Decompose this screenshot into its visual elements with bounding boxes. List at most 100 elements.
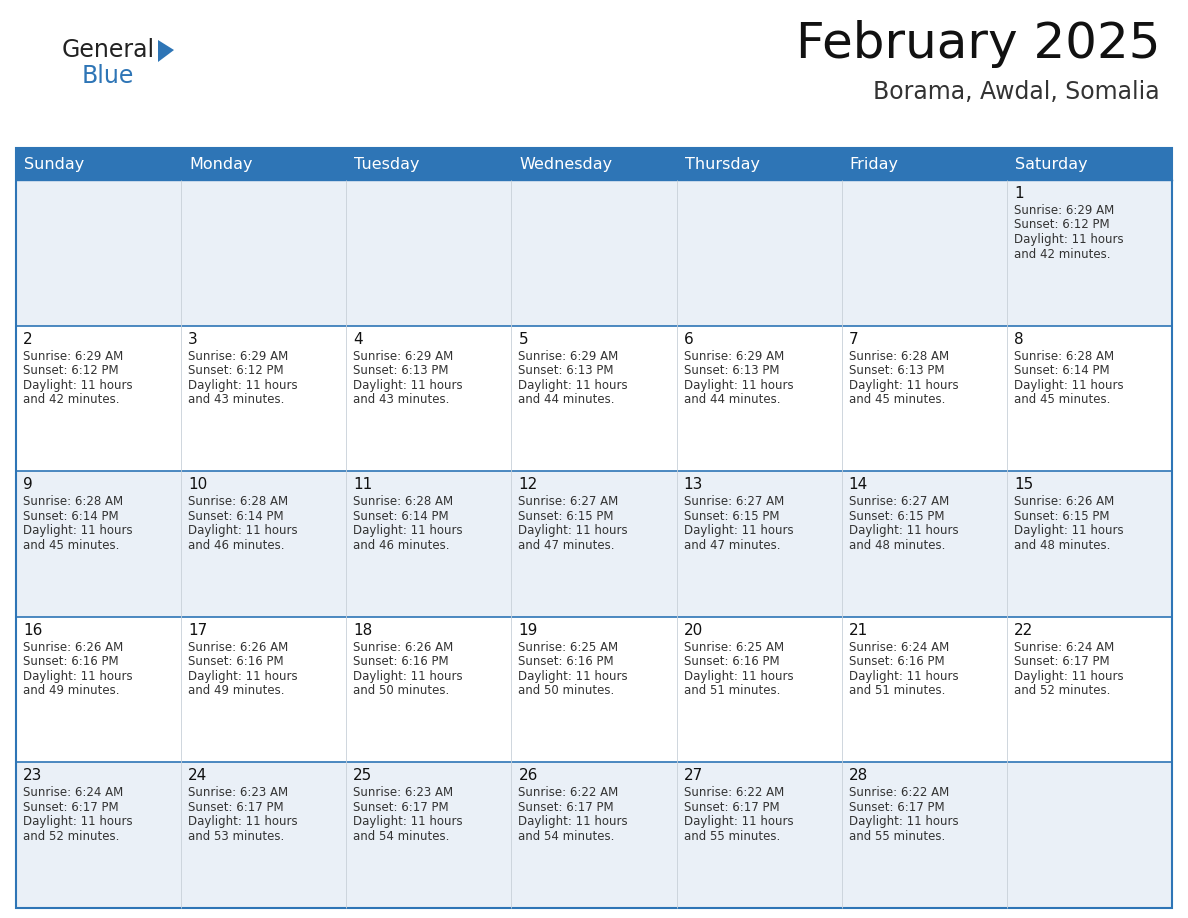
Bar	[346, 763, 511, 908]
Bar	[181, 471, 346, 617]
Text: Sunset: 6:15 PM: Sunset: 6:15 PM	[518, 509, 614, 522]
Text: and 47 minutes.: and 47 minutes.	[683, 539, 781, 552]
Text: Daylight: 11 hours: Daylight: 11 hours	[188, 524, 298, 537]
Text: Sunset: 6:17 PM: Sunset: 6:17 PM	[848, 800, 944, 814]
Text: Daylight: 11 hours: Daylight: 11 hours	[518, 815, 628, 828]
Text: 20: 20	[683, 622, 703, 638]
Text: Sunrise: 6:29 AM: Sunrise: 6:29 AM	[683, 350, 784, 363]
Text: Saturday: Saturday	[1015, 156, 1087, 172]
Text: and 44 minutes.: and 44 minutes.	[683, 393, 781, 406]
Bar	[842, 617, 1007, 763]
Text: Sunrise: 6:29 AM: Sunrise: 6:29 AM	[188, 350, 289, 363]
Text: Sunset: 6:15 PM: Sunset: 6:15 PM	[683, 509, 779, 522]
Text: Daylight: 11 hours: Daylight: 11 hours	[23, 378, 133, 392]
Bar	[346, 326, 511, 471]
Text: Daylight: 11 hours: Daylight: 11 hours	[518, 670, 628, 683]
Bar	[1007, 148, 1173, 180]
Text: Borama, Awdal, Somalia: Borama, Awdal, Somalia	[873, 80, 1159, 104]
Bar	[15, 763, 181, 908]
Text: 2: 2	[23, 331, 32, 347]
Text: Sunset: 6:12 PM: Sunset: 6:12 PM	[188, 364, 284, 377]
Text: General: General	[62, 38, 156, 62]
Text: 25: 25	[353, 768, 373, 783]
Text: and 42 minutes.: and 42 minutes.	[1013, 248, 1111, 261]
Text: and 45 minutes.: and 45 minutes.	[848, 393, 946, 406]
Text: and 46 minutes.: and 46 minutes.	[353, 539, 450, 552]
Bar	[15, 180, 181, 326]
Text: and 48 minutes.: and 48 minutes.	[1013, 539, 1111, 552]
Bar	[677, 326, 842, 471]
Bar	[511, 617, 677, 763]
Text: Sunrise: 6:28 AM: Sunrise: 6:28 AM	[23, 495, 124, 509]
Text: and 54 minutes.: and 54 minutes.	[518, 830, 615, 843]
Text: Sunset: 6:16 PM: Sunset: 6:16 PM	[188, 655, 284, 668]
Bar	[842, 180, 1007, 326]
Text: Sunset: 6:14 PM: Sunset: 6:14 PM	[188, 509, 284, 522]
Text: 14: 14	[848, 477, 868, 492]
Text: Daylight: 11 hours: Daylight: 11 hours	[188, 670, 298, 683]
Bar	[842, 471, 1007, 617]
Bar	[1007, 326, 1173, 471]
Bar	[346, 471, 511, 617]
Text: Monday: Monday	[189, 156, 253, 172]
Bar	[677, 617, 842, 763]
Bar	[677, 763, 842, 908]
Text: Sunrise: 6:28 AM: Sunrise: 6:28 AM	[353, 495, 454, 509]
Bar	[15, 148, 181, 180]
Text: Daylight: 11 hours: Daylight: 11 hours	[23, 815, 133, 828]
Text: Daylight: 11 hours: Daylight: 11 hours	[1013, 524, 1124, 537]
Text: and 54 minutes.: and 54 minutes.	[353, 830, 450, 843]
Text: 17: 17	[188, 622, 208, 638]
Text: Sunset: 6:12 PM: Sunset: 6:12 PM	[23, 364, 119, 377]
Text: 11: 11	[353, 477, 373, 492]
Text: Sunrise: 6:24 AM: Sunrise: 6:24 AM	[1013, 641, 1114, 654]
Text: Daylight: 11 hours: Daylight: 11 hours	[1013, 670, 1124, 683]
Text: Daylight: 11 hours: Daylight: 11 hours	[683, 815, 794, 828]
Text: 27: 27	[683, 768, 703, 783]
Text: Blue: Blue	[82, 64, 134, 88]
Text: 6: 6	[683, 331, 694, 347]
Text: Sunrise: 6:25 AM: Sunrise: 6:25 AM	[518, 641, 619, 654]
Text: Sunrise: 6:22 AM: Sunrise: 6:22 AM	[518, 787, 619, 800]
Text: 21: 21	[848, 622, 868, 638]
Text: and 55 minutes.: and 55 minutes.	[683, 830, 779, 843]
Text: Wednesday: Wednesday	[519, 156, 613, 172]
Text: and 49 minutes.: and 49 minutes.	[23, 684, 120, 698]
Text: 15: 15	[1013, 477, 1034, 492]
Text: and 43 minutes.: and 43 minutes.	[353, 393, 450, 406]
Text: and 44 minutes.: and 44 minutes.	[518, 393, 615, 406]
Text: and 45 minutes.: and 45 minutes.	[23, 539, 119, 552]
Bar	[1007, 763, 1173, 908]
Text: 13: 13	[683, 477, 703, 492]
Text: Daylight: 11 hours: Daylight: 11 hours	[848, 815, 959, 828]
Bar	[1007, 617, 1173, 763]
Text: and 49 minutes.: and 49 minutes.	[188, 684, 285, 698]
Text: 4: 4	[353, 331, 362, 347]
Text: Daylight: 11 hours: Daylight: 11 hours	[353, 378, 463, 392]
Text: Sunrise: 6:28 AM: Sunrise: 6:28 AM	[1013, 350, 1114, 363]
Text: Sunrise: 6:28 AM: Sunrise: 6:28 AM	[188, 495, 289, 509]
Polygon shape	[158, 40, 173, 62]
Text: Sunset: 6:13 PM: Sunset: 6:13 PM	[518, 364, 614, 377]
Text: 1: 1	[1013, 186, 1024, 201]
Text: and 50 minutes.: and 50 minutes.	[353, 684, 449, 698]
Text: and 42 minutes.: and 42 minutes.	[23, 393, 120, 406]
Text: Tuesday: Tuesday	[354, 156, 419, 172]
Bar	[15, 148, 1173, 908]
Bar	[15, 471, 181, 617]
Bar	[346, 617, 511, 763]
Text: Sunset: 6:17 PM: Sunset: 6:17 PM	[188, 800, 284, 814]
Text: Friday: Friday	[849, 156, 898, 172]
Text: Sunrise: 6:24 AM: Sunrise: 6:24 AM	[23, 787, 124, 800]
Text: Sunset: 6:16 PM: Sunset: 6:16 PM	[518, 655, 614, 668]
Text: Sunrise: 6:23 AM: Sunrise: 6:23 AM	[188, 787, 289, 800]
Text: Daylight: 11 hours: Daylight: 11 hours	[353, 524, 463, 537]
Bar	[181, 148, 346, 180]
Text: and 43 minutes.: and 43 minutes.	[188, 393, 284, 406]
Bar	[181, 617, 346, 763]
Text: and 53 minutes.: and 53 minutes.	[188, 830, 284, 843]
Text: and 52 minutes.: and 52 minutes.	[23, 830, 119, 843]
Bar	[181, 180, 346, 326]
Text: Sunrise: 6:27 AM: Sunrise: 6:27 AM	[683, 495, 784, 509]
Text: Daylight: 11 hours: Daylight: 11 hours	[188, 378, 298, 392]
